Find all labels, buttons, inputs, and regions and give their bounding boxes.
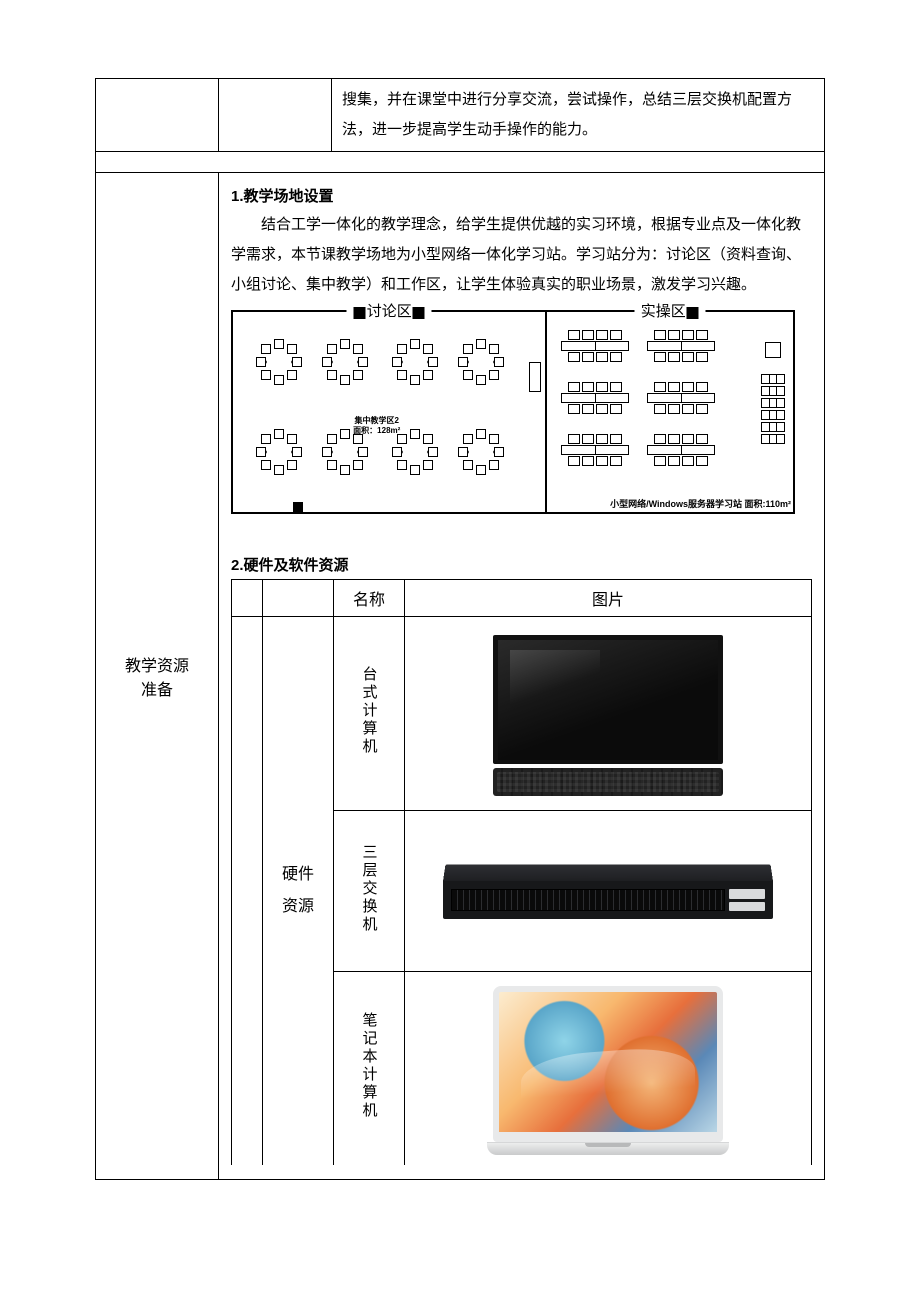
res-img-2 bbox=[405, 972, 812, 1166]
page: 搜集，并在课堂中进行分享交流，尝试操作，总结三层交换机配置方法，进一步提高学生动… bbox=[0, 0, 920, 1210]
floorplan-right: 实操区 小型网络/Windows服务器学习站 面积:110m² bbox=[547, 312, 793, 512]
top-row-left-cell bbox=[96, 79, 219, 152]
zone-label-right: 实操区 bbox=[635, 300, 706, 321]
fp-botmark bbox=[293, 502, 303, 514]
main-label-cell: 教学资源 准备 bbox=[96, 173, 219, 1180]
res-row-0: 硬件 资源 台式计算机 bbox=[232, 617, 812, 811]
top-row-mid-cell bbox=[219, 79, 332, 152]
workstation bbox=[647, 434, 715, 466]
res-img-1 bbox=[405, 811, 812, 972]
workstation bbox=[647, 382, 715, 414]
res-group-label-1: 硬件 bbox=[263, 859, 333, 891]
res-name-0-text: 台式计算机 bbox=[359, 650, 380, 772]
res-c1 bbox=[232, 617, 263, 1166]
res-name-0: 台式计算机 bbox=[334, 617, 405, 811]
top-row-text: 搜集，并在课堂中进行分享交流，尝试操作，总结三层交换机配置方法，进一步提高学生动… bbox=[342, 92, 792, 138]
section2-title: 2.硬件及软件资源 bbox=[231, 554, 812, 575]
fp-sidebox bbox=[529, 362, 541, 392]
round-table bbox=[393, 430, 437, 474]
res-name-2-text: 笔记本计算机 bbox=[359, 996, 380, 1136]
round-table bbox=[257, 340, 301, 384]
main-label-line2: 准备 bbox=[97, 676, 217, 700]
res-group-label-2: 资源 bbox=[263, 891, 333, 923]
round-table bbox=[323, 340, 367, 384]
res-h2 bbox=[263, 580, 334, 617]
res-name-1: 三层交换机 bbox=[334, 811, 405, 972]
res-h4: 图片 bbox=[405, 580, 812, 617]
round-table bbox=[459, 340, 503, 384]
res-group-label: 硬件 资源 bbox=[263, 617, 334, 1166]
switch-icon bbox=[443, 863, 773, 919]
laptop-icon bbox=[493, 986, 723, 1155]
floorplan: 讨论区 集中教学区2 面积：128m² 实操区 bbox=[231, 310, 795, 514]
res-h1 bbox=[232, 580, 263, 617]
round-table bbox=[323, 430, 367, 474]
workstation bbox=[647, 330, 715, 362]
round-table bbox=[459, 430, 503, 474]
round-table bbox=[393, 340, 437, 384]
section1-para: 结合工学一体化的教学理念，给学生提供优越的实习环境，根据专业点及一体化教学需求，… bbox=[231, 210, 812, 300]
top-row: 搜集，并在课堂中进行分享交流，尝试操作，总结三层交换机配置方法，进一步提高学生动… bbox=[96, 79, 825, 152]
main-label-line1: 教学资源 bbox=[97, 652, 217, 676]
res-img-0 bbox=[405, 617, 812, 811]
res-h3: 名称 bbox=[334, 580, 405, 617]
fp-right-caption: 小型网络/Windows服务器学习站 面积:110m² bbox=[610, 497, 791, 510]
zone-label-left: 讨论区 bbox=[347, 300, 432, 321]
main-row: 教学资源 准备 1.教学场地设置 结合工学一体化的教学理念，给学生提供优越的实习… bbox=[96, 173, 825, 1180]
res-name-1-text: 三层交换机 bbox=[359, 828, 380, 950]
fp-smallbox bbox=[765, 342, 781, 358]
workstation bbox=[561, 434, 629, 466]
fp-left-note-1: 集中教学区2 bbox=[353, 416, 400, 426]
res-name-2: 笔记本计算机 bbox=[334, 972, 405, 1166]
workstation bbox=[561, 382, 629, 414]
zone-label-left-text: 讨论区 bbox=[367, 304, 412, 320]
round-table bbox=[257, 430, 301, 474]
res-header-row: 名称 图片 bbox=[232, 580, 812, 617]
top-row-text-cell: 搜集，并在课堂中进行分享交流，尝试操作，总结三层交换机配置方法，进一步提高学生动… bbox=[332, 79, 825, 152]
zone-label-right-text: 实操区 bbox=[641, 304, 686, 320]
content-cell: 1.教学场地设置 结合工学一体化的教学理念，给学生提供优越的实习环境，根据专业点… bbox=[219, 173, 825, 1180]
desktop-icon bbox=[493, 635, 723, 796]
resource-table: 名称 图片 硬件 资源 台式计算机 bbox=[231, 579, 812, 1165]
workstation bbox=[561, 330, 629, 362]
outer-table: 搜集，并在课堂中进行分享交流，尝试操作，总结三层交换机配置方法，进一步提高学生动… bbox=[95, 78, 825, 1180]
fp-rackcol bbox=[761, 374, 785, 446]
spacer-row bbox=[96, 152, 825, 173]
section1-title: 1.教学场地设置 bbox=[231, 185, 812, 206]
floorplan-left: 讨论区 集中教学区2 面积：128m² bbox=[233, 312, 547, 512]
